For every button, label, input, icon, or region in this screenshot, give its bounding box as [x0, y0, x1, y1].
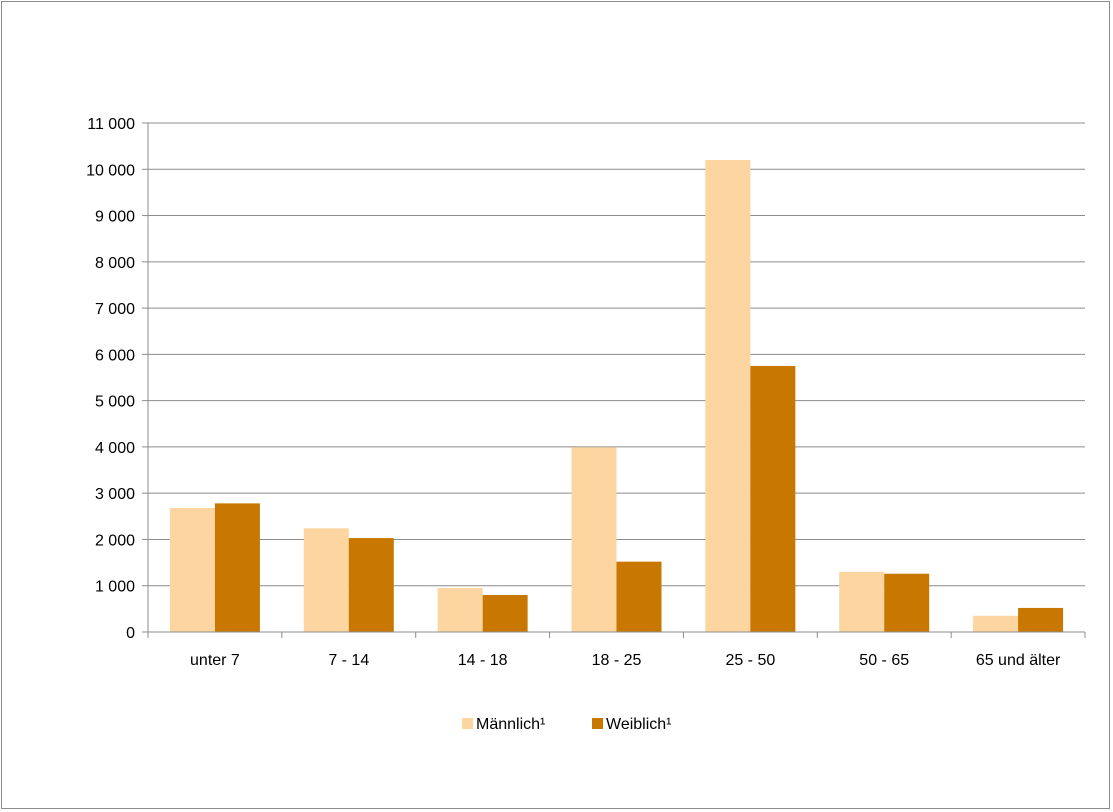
y-tick-label: 2 000 [95, 532, 135, 549]
y-tick-label: 7 000 [95, 301, 135, 318]
y-tick-label: 11 000 [87, 116, 135, 133]
bar-maennlich [705, 160, 751, 632]
y-tick-label: 10 000 [86, 162, 135, 179]
x-tick-label: 7 - 14 [328, 652, 369, 669]
x-tick-label: 50 - 65 [859, 652, 909, 669]
bar-weiblich [616, 561, 662, 632]
legend: Männlich¹ Weiblich¹ [462, 716, 672, 733]
x-tick-label: 14 - 18 [458, 652, 508, 669]
y-tick-label: 4 000 [95, 440, 135, 457]
bar-maennlich [437, 588, 483, 632]
legend-label: Männlich¹ [476, 716, 545, 733]
bar-maennlich [973, 615, 1019, 632]
y-tick-label: 8 000 [95, 255, 135, 272]
y-tick-label: 5 000 [95, 394, 135, 411]
x-tick-label: unter 7 [190, 652, 240, 669]
bars [169, 160, 1064, 632]
bar-maennlich [571, 447, 617, 632]
bar-maennlich [169, 507, 215, 632]
legend-swatch [462, 718, 473, 729]
x-tick-label: 25 - 50 [725, 652, 775, 669]
bar-weiblich [1018, 607, 1064, 632]
y-axis-tick-labels: 0 1 000 2 000 3 000 4 000 5 000 6 000 7 000 8 00… [86, 116, 148, 642]
bar-weiblich [348, 538, 394, 632]
x-tick-label: 65 und älter [976, 652, 1061, 669]
bar-weiblich [884, 573, 930, 632]
bar-maennlich [839, 571, 885, 632]
x-tick-label: 18 - 25 [592, 652, 642, 669]
y-tick-label: 3 000 [95, 486, 135, 503]
bar-maennlich [303, 528, 349, 632]
y-tick-label: 0 [126, 625, 135, 642]
bar-weiblich [482, 594, 528, 632]
y-tick-label: 1 000 [95, 579, 135, 596]
x-axis [147, 123, 1086, 638]
y-tick-label: 6 000 [95, 347, 135, 364]
bar-weiblich [214, 503, 260, 632]
bar-weiblich [750, 365, 796, 632]
legend-swatch [592, 718, 603, 729]
y-tick-label: 9 000 [95, 209, 135, 226]
legend-label: Weiblich¹ [606, 716, 672, 733]
x-axis-tick-labels: unter 7 7 - 14 14 - 18 18 - 25 25 - 50 50 - 6… [190, 652, 1061, 669]
